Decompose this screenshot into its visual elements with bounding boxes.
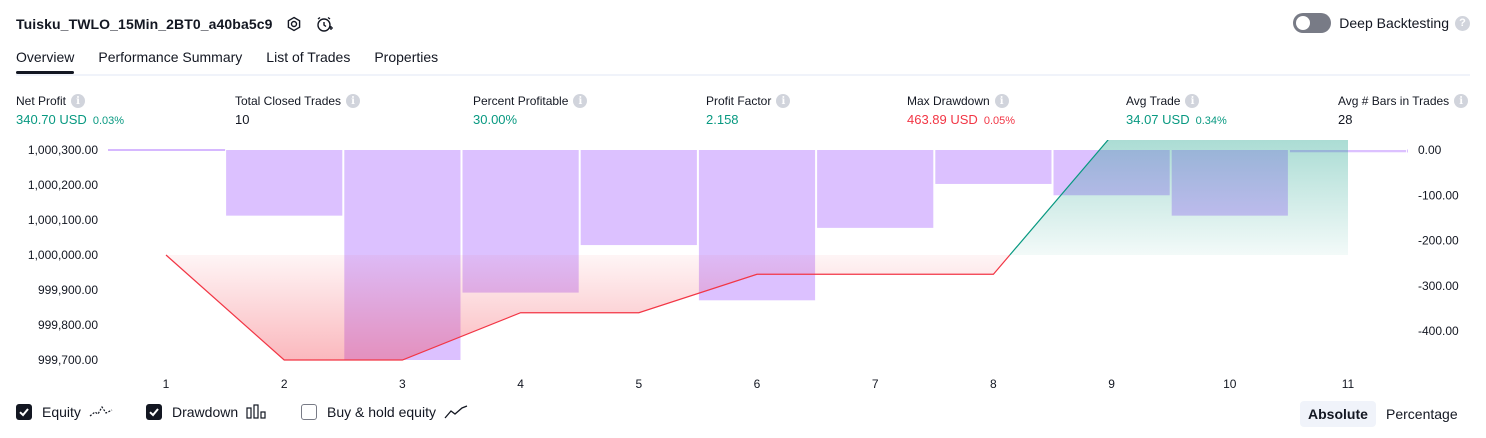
metric-profit-factor: Profit Factor i 2.158 <box>706 93 791 127</box>
metric-percent: 0.03% <box>92 115 125 127</box>
strategy-title: Tuisku_TWLO_15Min_2BT0_a40ba5c9 <box>16 16 273 32</box>
x-tick-label: 3 <box>399 377 406 391</box>
metric-label: Avg # Bars in Trades <box>1338 94 1450 108</box>
strategy-header: Tuisku_TWLO_15Min_2BT0_a40ba5c9 <box>16 14 333 34</box>
info-icon[interactable]: i <box>776 94 791 108</box>
y-right-tick-label: -300.00 <box>1418 279 1459 293</box>
legend-drawdown[interactable]: Drawdown <box>146 404 268 420</box>
metric-avg-trade: Avg Trade i 34.07 USD 0.34% <box>1126 93 1227 127</box>
deep-backtesting: Deep Backtesting ? <box>1293 13 1470 33</box>
x-tick-label: 6 <box>754 377 761 391</box>
y-left-tick-label: 999,800.00 <box>38 318 98 332</box>
info-icon[interactable]: i <box>71 94 86 108</box>
y-left-tick-label: 1,000,200.00 <box>28 178 98 192</box>
x-tick-label: 9 <box>1108 377 1115 391</box>
metric-label: Max Drawdown <box>907 94 990 108</box>
metric-total-closed-trades: Total Closed Trades i 10 <box>235 93 361 127</box>
deep-backtesting-label: Deep Backtesting <box>1339 15 1449 31</box>
equity-negative-line <box>165 254 1011 361</box>
metric-value: 30.00% <box>473 112 518 127</box>
info-icon[interactable]: i <box>346 94 361 108</box>
tab-bar: Overview Performance Summary List of Tra… <box>16 44 1470 76</box>
info-icon[interactable]: i <box>1454 94 1469 108</box>
metric-label: Total Closed Trades <box>235 94 342 108</box>
metric-net-profit: Net Profit i 340.70 USD 0.03% <box>16 93 124 127</box>
metric-value: 28 <box>1338 112 1353 127</box>
metric-value: 10 <box>235 112 250 127</box>
add-alert-icon[interactable] <box>315 15 333 33</box>
x-tick-label: 2 <box>281 377 288 391</box>
metric-value: 340.70 USD <box>16 112 87 127</box>
tab-performance-summary[interactable]: Performance Summary <box>98 49 243 65</box>
y-left-tick-label: 999,900.00 <box>38 283 98 297</box>
y-right-tick-label: -200.00 <box>1418 234 1459 248</box>
metric-percent: 0.34% <box>1195 115 1227 127</box>
help-icon[interactable]: ? <box>1455 15 1470 31</box>
x-tick-label: 10 <box>1223 377 1237 391</box>
equity-checkbox[interactable] <box>16 404 32 420</box>
tab-properties[interactable]: Properties <box>374 49 439 65</box>
y-left-tick-label: 999,700.00 <box>38 353 98 367</box>
info-icon[interactable]: i <box>573 94 588 108</box>
metric-value: 34.07 USD <box>1126 112 1190 127</box>
metric-max-drawdown: Max Drawdown i 463.89 USD 0.05% <box>907 93 1015 127</box>
drawdown-bar <box>935 150 1052 184</box>
drawdown-bar <box>817 150 934 228</box>
info-icon[interactable]: i <box>1185 94 1200 108</box>
buy-hold-line-icon <box>444 404 468 420</box>
metric-percent: 0.05% <box>983 115 1016 127</box>
equity-line-icon <box>89 404 113 420</box>
buy-hold-checkbox[interactable] <box>301 404 317 420</box>
y-left-tick-label: 1,000,100.00 <box>28 213 98 227</box>
drawdown-checkbox[interactable] <box>146 404 162 420</box>
y-left-tick-label: 1,000,300.00 <box>28 143 98 157</box>
deep-backtesting-toggle[interactable] <box>1293 13 1332 33</box>
y-right-tick-label: -400.00 <box>1418 324 1459 338</box>
drawdown-label: Drawdown <box>172 404 239 420</box>
legend-buy-hold[interactable]: Buy & hold equity <box>301 404 468 420</box>
equity-positive-area <box>1009 140 1348 255</box>
equity-label: Equity <box>42 404 81 420</box>
x-tick-label: 7 <box>872 377 879 391</box>
x-tick-label: 1 <box>163 377 170 391</box>
drawdown-bar <box>580 150 697 246</box>
equity-drawdown-chart: 1,000,300.00 1,000,200.00 1,000,100.00 1,00… <box>28 140 1459 391</box>
info-icon[interactable]: i <box>994 94 1009 108</box>
metric-label: Net Profit <box>16 94 67 108</box>
settings-icon[interactable] <box>285 15 303 33</box>
x-tick-label: 8 <box>990 377 997 391</box>
metric-label: Avg Trade <box>1126 94 1181 108</box>
metric-value: 463.89 USD <box>907 112 978 127</box>
x-tick-label: 11 <box>1342 377 1355 391</box>
x-tick-label: 4 <box>517 377 524 391</box>
equity-positive-line <box>1009 140 1109 256</box>
tab-list-of-trades[interactable]: List of Trades <box>266 49 351 65</box>
legend-equity[interactable]: Equity <box>16 404 113 420</box>
metric-label: Profit Factor <box>706 94 772 108</box>
tab-overview[interactable]: Overview <box>16 44 75 74</box>
x-tick-label: 5 <box>635 377 642 391</box>
metric-avg-bars: Avg # Bars in Trades i 28 <box>1338 93 1469 127</box>
percentage-button[interactable]: Percentage <box>1386 406 1458 422</box>
metric-label: Percent Profitable <box>473 94 569 108</box>
y-right-tick-label: -100.00 <box>1418 188 1459 202</box>
equity-negative-area <box>166 255 1010 360</box>
absolute-button[interactable]: Absolute <box>1300 401 1376 427</box>
drawdown-bar <box>226 150 343 216</box>
buy-hold-label: Buy & hold equity <box>327 404 436 420</box>
y-left-tick-label: 1,000,000.00 <box>28 248 98 262</box>
metric-percent-profitable: Percent Profitable i 30.00% <box>473 93 588 127</box>
metric-value: 2.158 <box>706 112 739 127</box>
drawdown-bars-icon <box>246 404 268 420</box>
y-right-tick-label: 0.00 <box>1418 143 1442 157</box>
